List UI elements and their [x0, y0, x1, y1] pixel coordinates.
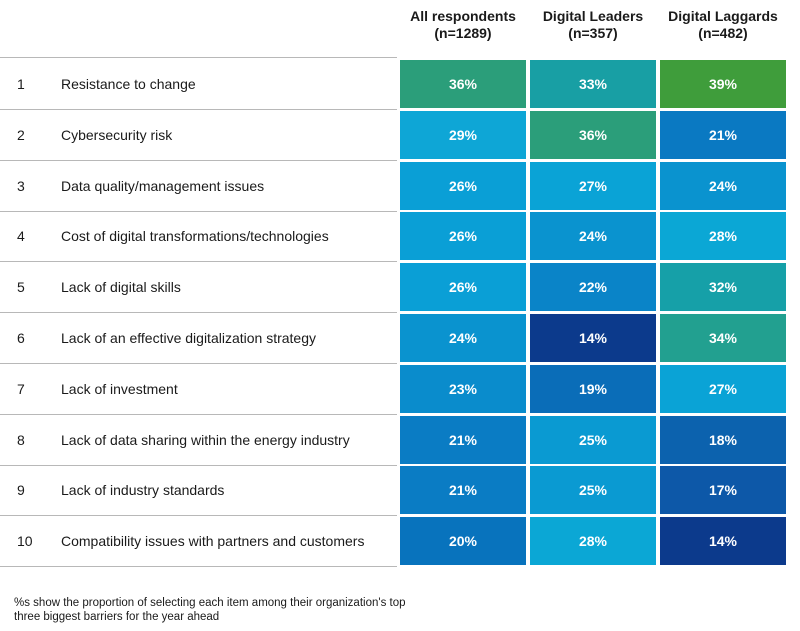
separator: [0, 464, 397, 466]
value-cell: 23%: [400, 364, 526, 413]
rank: 6: [17, 330, 25, 346]
header-line: Digital Leaders: [542, 8, 644, 24]
value-cell: 24%: [530, 212, 656, 261]
table-row: 7 Lack of investment 23% 19% 27%: [0, 364, 790, 413]
separator: [0, 261, 397, 263]
value-cell: 26%: [400, 161, 526, 210]
table-row: 4 Cost of digital transformations/technol…: [0, 212, 790, 261]
value-cell: 36%: [400, 60, 526, 108]
value-cell: 26%: [400, 263, 526, 312]
table-row: 9 Lack of industry standards 21% 25% 17%: [0, 466, 790, 515]
row-label: Compatibility issues with partners and c…: [61, 533, 365, 550]
separator: [0, 312, 397, 314]
value-cell: 21%: [660, 110, 786, 159]
value-cell: 24%: [660, 161, 786, 210]
rank: 7: [17, 380, 25, 397]
header-line: (n=1289): [434, 25, 492, 41]
footnote: %s show the proportion of selecting each…: [14, 597, 406, 623]
separator: [0, 515, 397, 517]
value-cell: 20%: [400, 517, 526, 566]
value-cell: 28%: [660, 212, 786, 261]
separator: [0, 566, 397, 568]
row-label: Lack of investment: [61, 380, 178, 397]
value-cell: 33%: [530, 60, 656, 108]
rank: 4: [17, 228, 25, 245]
value-cell: 24%: [400, 314, 526, 362]
table-row: 1 Resistance to change 36% 33% 39%: [0, 60, 790, 108]
row-label: Cybersecurity risk: [61, 126, 173, 143]
rank: 8: [17, 431, 25, 448]
value-cell: 25%: [530, 466, 656, 515]
separator: [0, 159, 397, 161]
value-cell: 19%: [530, 364, 656, 413]
separator: [0, 210, 397, 212]
value-cell: 26%: [400, 212, 526, 261]
header-line: (n=357): [568, 25, 618, 41]
row-label: Lack of digital skills: [61, 279, 181, 296]
table-row: 5 Lack of digital skills 26% 22% 32%: [0, 263, 790, 312]
value-cell: 39%: [660, 60, 786, 108]
table-row: 6 Lack of an effective digitalization str…: [0, 314, 790, 362]
header-line: (n=482): [698, 25, 748, 41]
row-label: Lack of an effective digitalization stra…: [61, 330, 317, 346]
rank: 9: [17, 482, 25, 499]
value-cell: 29%: [400, 110, 526, 159]
rank: 1: [17, 76, 25, 92]
header-line: Digital Laggards: [668, 8, 778, 24]
table-row: 3 Data quality/management issues 26% 27% 24%: [0, 161, 790, 210]
rank: 5: [17, 279, 25, 296]
row-label: Data quality/management issues: [61, 177, 265, 194]
separator: [0, 57, 397, 58]
value-cell: 34%: [660, 314, 786, 362]
column-header: Digital Laggards (n=482): [660, 8, 786, 42]
value-cell: 36%: [530, 110, 656, 159]
row-label: Resistance to change: [61, 76, 196, 92]
column-header: All respondents (n=1289): [400, 8, 526, 42]
row-label: Cost of digital transformations/technolo…: [61, 228, 329, 245]
value-cell: 32%: [660, 263, 786, 312]
separator: [0, 109, 397, 110]
row-label: Lack of industry standards: [61, 482, 225, 499]
column-header: Digital Leaders (n=357): [530, 8, 656, 42]
value-cell: 21%: [400, 466, 526, 515]
rank: 10: [17, 533, 33, 550]
header-line: All respondents: [410, 8, 516, 24]
value-cell: 18%: [660, 415, 786, 464]
table-row: 10 Compatibility issues with partners and…: [0, 517, 790, 566]
row-label: Lack of data sharing within the energy i…: [61, 431, 350, 448]
value-cell: 21%: [400, 415, 526, 464]
rank: 3: [17, 177, 25, 194]
value-cell: 25%: [530, 415, 656, 464]
value-cell: 22%: [530, 263, 656, 312]
table-row: 8 Lack of data sharing within the energy …: [0, 415, 790, 464]
value-cell: 14%: [660, 517, 786, 566]
separator: [0, 363, 397, 364]
table-row: 2 Cybersecurity risk 29% 36% 21%: [0, 110, 790, 159]
rank: 2: [17, 126, 25, 143]
value-cell: 14%: [530, 314, 656, 362]
value-cell: 17%: [660, 466, 786, 515]
value-cell: 27%: [660, 364, 786, 413]
separator: [0, 413, 397, 415]
value-cell: 27%: [530, 161, 656, 210]
value-cell: 28%: [530, 517, 656, 566]
